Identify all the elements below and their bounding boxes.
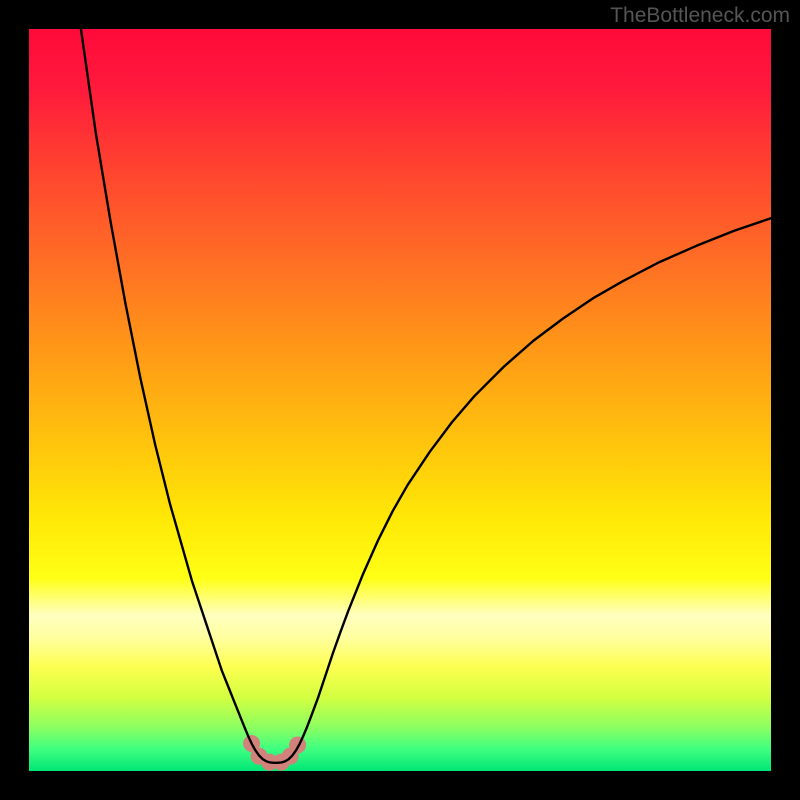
plot-area [29,29,771,771]
main-curve-line [81,29,771,763]
chart-frame: TheBottleneck.com [0,0,800,800]
marker-point [290,737,306,753]
watermark-text: TheBottleneck.com [610,4,790,28]
chart-curves [29,29,771,771]
marker-group [244,736,306,771]
